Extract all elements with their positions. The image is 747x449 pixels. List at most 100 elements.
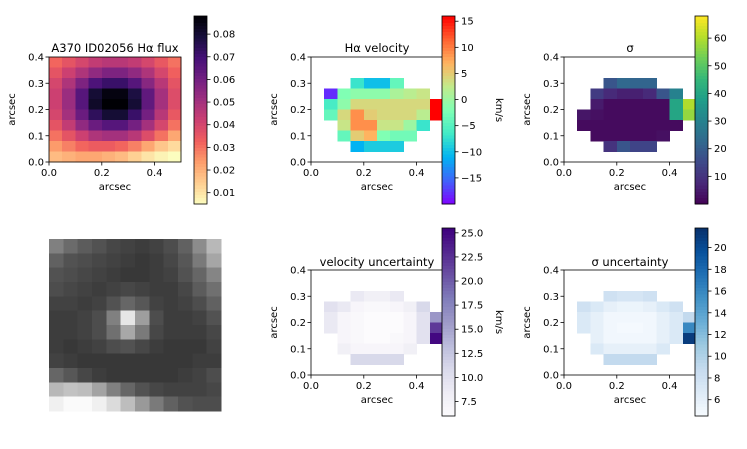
colorbar-segment — [695, 66, 708, 70]
image-pixel — [120, 282, 136, 297]
x-tick-label: 0.0 — [556, 381, 572, 392]
panel-sig_unc: σ uncertainty 0.0 0.2 0.4 0.0 0.1 0.2 0.3 0.4 arc… — [522, 227, 747, 417]
colorbar-segment — [194, 116, 207, 120]
heatmap-cell — [377, 109, 391, 121]
panel-thumbnail — [49, 239, 222, 412]
colorbar-segment — [194, 150, 207, 155]
image-pixel — [178, 253, 193, 269]
colorbar-segment — [442, 387, 455, 392]
colorbar-segment — [695, 119, 708, 124]
heatmap-cell — [616, 88, 631, 100]
heatmap-cell — [682, 109, 697, 121]
y-axis-label: arcsec — [522, 306, 533, 338]
colorbar-tick-label: 14 — [714, 308, 727, 319]
image-pixel — [77, 239, 93, 254]
colorbar-segment — [695, 169, 708, 174]
colorbar-segment — [695, 322, 708, 326]
colorbar-segment — [442, 59, 455, 64]
colorbar-segment — [442, 37, 455, 42]
x-tick-label: 0.0 — [41, 168, 57, 179]
heatmap-cell — [363, 343, 378, 355]
colorbar-segment — [695, 281, 708, 285]
heatmap-cell — [416, 322, 431, 334]
colorbar-segment — [695, 378, 708, 383]
heatmap-cell — [154, 67, 169, 79]
colorbar-segment — [194, 103, 207, 108]
image-pixel — [49, 396, 64, 412]
image-pixel — [149, 267, 165, 283]
heatmap-cell — [630, 354, 644, 365]
colorbar-segment — [442, 303, 455, 307]
colorbar-tick-label: 50 — [714, 61, 727, 72]
image-pixel — [77, 339, 93, 355]
image-pixel — [49, 267, 64, 283]
image-pixel — [92, 239, 107, 254]
image-pixel — [192, 296, 208, 312]
colorbar-segment — [442, 188, 455, 192]
image-pixel — [149, 325, 165, 340]
colorbar-segment — [695, 157, 708, 161]
colorbar-tick-label: 30 — [714, 117, 727, 128]
colorbar-segment — [194, 163, 207, 167]
colorbar-segment — [695, 141, 708, 145]
heatmap-cell — [101, 67, 116, 79]
heatmap-cell — [669, 333, 684, 344]
colorbar-segment — [442, 100, 455, 105]
colorbar-segment — [442, 41, 455, 45]
colorbar-segment — [695, 128, 708, 133]
heatmap-cell — [429, 99, 444, 110]
heatmap-cell — [75, 57, 89, 68]
colorbar-segment — [442, 268, 455, 273]
heatmap-cell — [603, 291, 618, 302]
colorbar-segment — [194, 56, 207, 61]
heatmap-cell — [643, 354, 657, 365]
image-pixel — [192, 339, 208, 355]
colorbar-segment — [695, 372, 708, 376]
colorbar-segment — [194, 188, 207, 192]
image-pixel — [206, 296, 222, 312]
colorbar-label: km/s — [493, 310, 504, 334]
colorbar-segment — [695, 394, 708, 398]
colorbar-segment — [695, 113, 708, 117]
colorbar-segment — [442, 200, 455, 205]
heatmap-cell — [616, 141, 631, 152]
colorbar-segment — [194, 41, 207, 45]
heatmap-cell — [49, 88, 63, 100]
colorbar-segment — [695, 347, 708, 351]
heatmap-cell — [577, 109, 591, 121]
heatmap-cell — [128, 78, 142, 89]
colorbar-segment — [695, 362, 708, 367]
heatmap-cell — [603, 109, 618, 121]
colorbar-segment — [695, 138, 708, 142]
heatmap-cell — [590, 343, 604, 355]
colorbar-segment — [194, 16, 207, 20]
colorbar-segment — [695, 296, 708, 301]
colorbar-tick-label: 0.05 — [213, 98, 235, 109]
colorbar-segment — [695, 59, 708, 64]
colorbar-segment — [442, 347, 455, 351]
colorbar-segment — [442, 334, 455, 339]
heatmap-cell — [390, 343, 404, 355]
heatmap-cell — [363, 141, 378, 152]
image-pixel — [106, 353, 122, 369]
colorbar-segment — [442, 275, 455, 279]
colorbar-segment — [442, 182, 455, 186]
image-pixel — [92, 339, 107, 355]
colorbar-tick-label: 15.0 — [461, 325, 483, 336]
colorbar: 0.01 0.02 0.03 0.04 0.05 0.06 0.07 0.08 — [193, 15, 235, 205]
y-tick-label: 0.0 — [543, 158, 559, 169]
heatmap-cell — [590, 109, 604, 121]
image-pixel — [77, 325, 93, 340]
heatmap-cell — [403, 343, 417, 355]
heatmap-cell — [62, 67, 76, 79]
colorbar-segment — [442, 169, 455, 174]
colorbar-segment — [695, 103, 708, 108]
colorbar-segment — [442, 237, 455, 242]
colorbar-segment — [695, 37, 708, 42]
image-pixel — [106, 382, 122, 398]
y-tick-label: 0.2 — [290, 318, 306, 329]
heatmap-cell — [154, 99, 169, 110]
heatmap-cell — [337, 120, 351, 131]
heatmap-cell — [590, 301, 604, 313]
y-tick-label: 0.0 — [290, 158, 306, 169]
